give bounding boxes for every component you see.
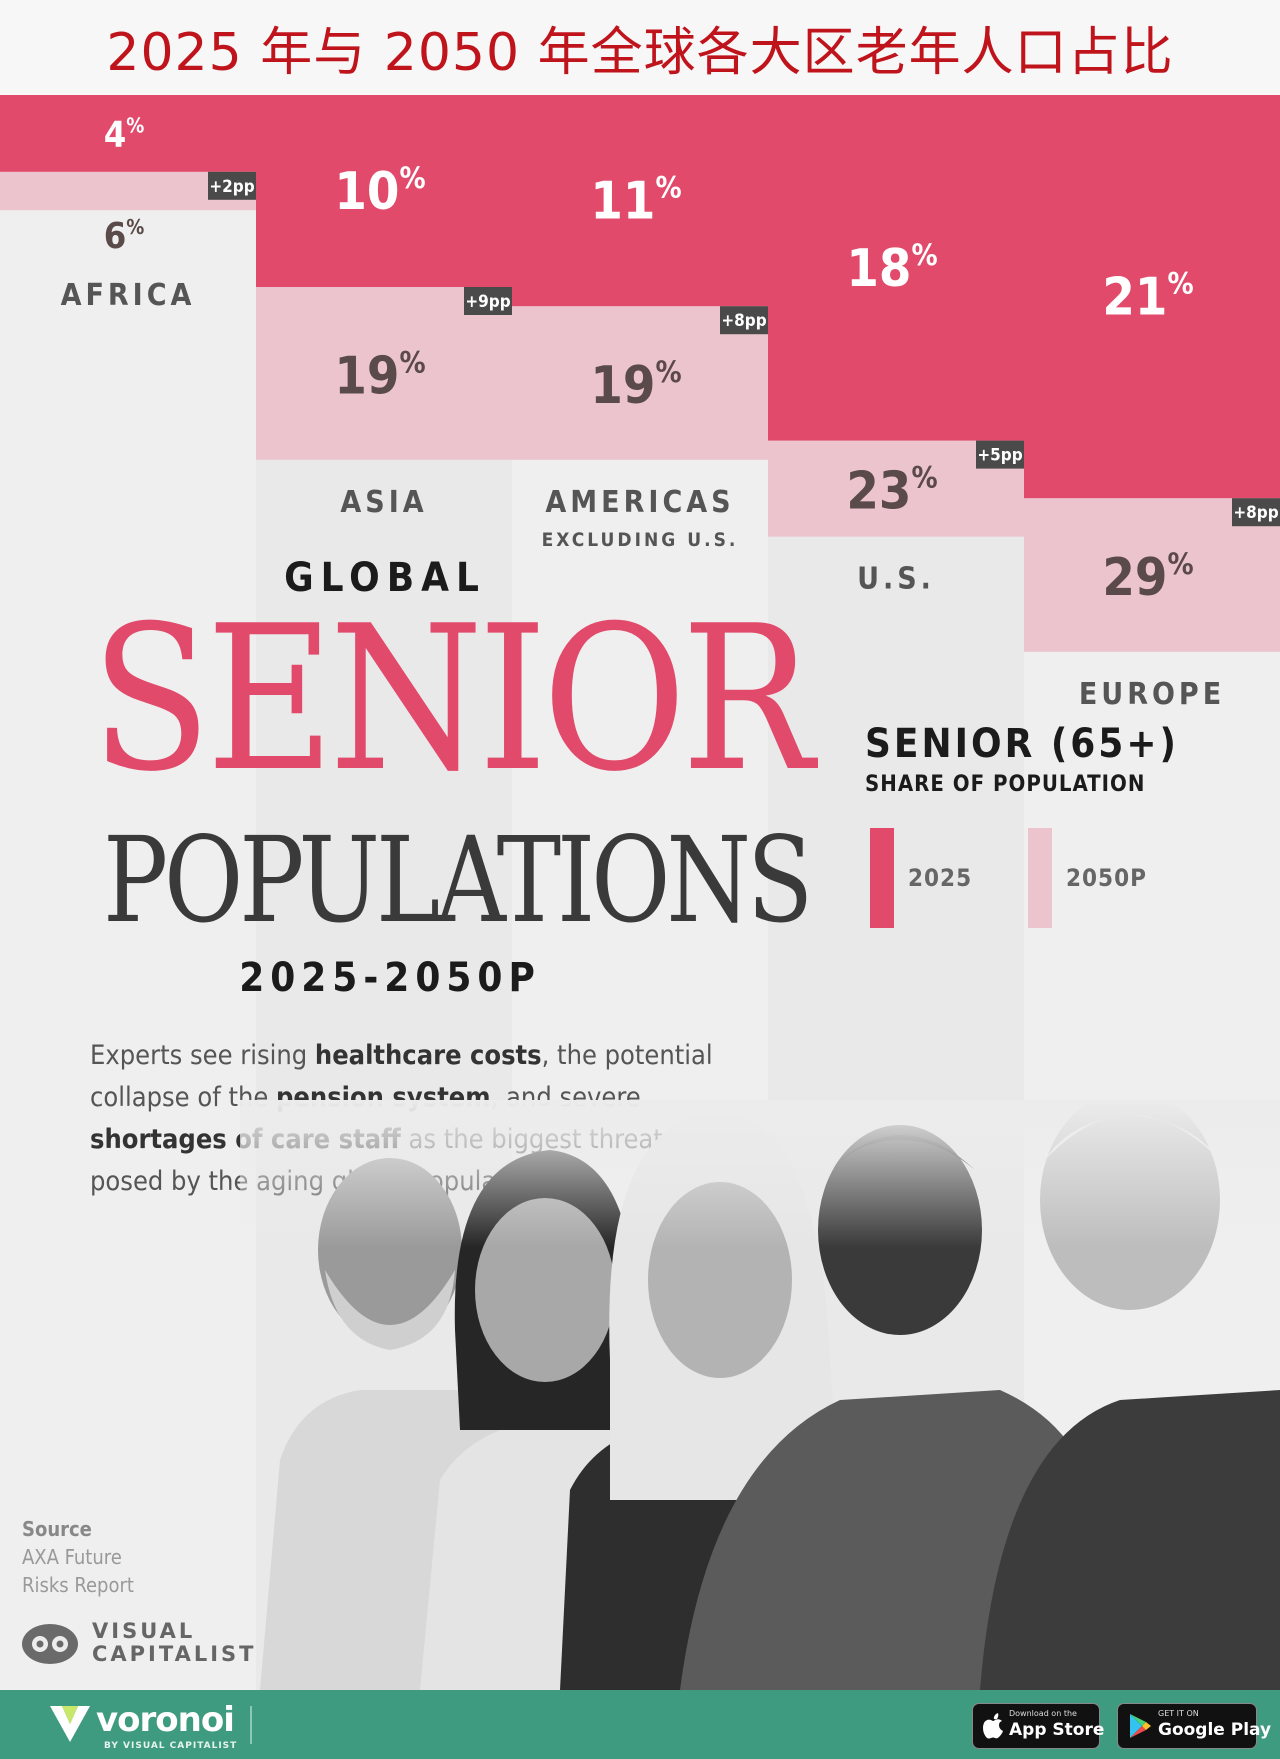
voronoi-subtitle: BY VISUAL CAPITALIST [104, 1741, 238, 1751]
source-line-1: AXA Future [22, 1545, 122, 1569]
brand-line-2: CAPITALIST [92, 1642, 257, 1666]
apple-icon [983, 1713, 1003, 1739]
change-label-1: +9pp [465, 292, 510, 312]
headline-kicker: GLOBAL [284, 555, 486, 601]
change-label-3: +5pp [977, 446, 1022, 466]
source-label: Source [22, 1517, 92, 1541]
legend: SENIOR (65+) SHARE OF POPULATION 2025 20… [865, 720, 1225, 928]
voronoi-v-icon [50, 1706, 90, 1742]
bar-2025-0 [0, 95, 256, 172]
bar-2025-4 [1024, 95, 1280, 499]
visual-capitalist-mark-icon [22, 1624, 78, 1664]
voronoi-logo[interactable]: voronoi BY VISUAL CAPITALIST [48, 1698, 248, 1753]
value-2025-0: 4% [104, 113, 145, 155]
value-2025-2: 11% [590, 171, 681, 232]
region-label-3: U.S. [857, 562, 935, 597]
legend-label-2050p: 2050P [1066, 864, 1147, 892]
legend-label-2025: 2025 [908, 864, 973, 892]
visual-capitalist-logo: VISUAL CAPITALIST [20, 1620, 260, 1670]
value-2050p-2: 19% [590, 355, 681, 416]
change-label-box-1 [464, 287, 512, 315]
brand-line-1: VISUAL [92, 1619, 196, 1643]
legend-title: SENIOR (65+) [865, 721, 1179, 767]
bar-2025-3 [768, 95, 1024, 441]
google-play-icon [1130, 1714, 1151, 1738]
description-emphasis: healthcare costs [314, 1040, 542, 1071]
value-2050p-3: 23% [846, 461, 937, 522]
legend-swatch-2050p [1028, 828, 1052, 928]
value-2025-3: 18% [846, 238, 937, 299]
google-play-button[interactable]: GET IT ON Google Play [1117, 1703, 1271, 1749]
region-label-1: ASIA [340, 485, 427, 520]
region-sublabel-2: EXCLUDING U.S. [542, 529, 739, 551]
footer-separator [250, 1706, 252, 1744]
page-title: 2025 年与 2050 年全球各大区老年人口占比 [106, 23, 1174, 83]
footer-bar: voronoi BY VISUAL CAPITALIST Download on… [0, 1690, 1280, 1759]
seniors-photo [240, 1100, 1280, 1690]
value-2050p-1: 19% [334, 345, 425, 406]
source-note: Source AXA Future Risks Report [22, 1515, 134, 1599]
top-title-banner: 2025 年与 2050 年全球各大区老年人口占比 [0, 0, 1280, 95]
change-label-4: +8pp [1233, 503, 1278, 523]
google-play-text: Google Play [1158, 1720, 1272, 1740]
region-label-0: AFRICA [61, 278, 196, 313]
headline-main: SENIOR [90, 583, 814, 816]
headline-years: 2025-2050P [239, 955, 541, 1001]
legend-swatch-2025 [870, 828, 894, 928]
bar-2050p-1 [256, 287, 512, 460]
change-label-0: +2pp [209, 177, 254, 197]
column-bg-0 [0, 95, 256, 1690]
google-play-small-text: GET IT ON [1158, 1709, 1199, 1718]
change-label-box-2 [720, 306, 768, 335]
change-label-box-3 [976, 440, 1024, 469]
legend-subtitle: SHARE OF POPULATION [865, 772, 1146, 797]
app-store-small-text: Download on the [1009, 1709, 1077, 1718]
value-2025-1: 10% [334, 161, 425, 222]
description-segment: , the potential collapse of the [90, 1040, 713, 1113]
change-label-box-4 [1232, 498, 1280, 527]
change-label-box-0 [208, 171, 256, 200]
value-2050p-4: 29% [1102, 547, 1193, 608]
bar-2025-2 [512, 95, 768, 307]
change-label-2: +8pp [721, 311, 766, 331]
source-line-2: Risks Report [22, 1573, 134, 1597]
region-label-2: AMERICAS [545, 485, 734, 520]
headline-secondary: POPULATIONS [103, 811, 813, 949]
bar-2025-1 [256, 95, 512, 287]
value-2025-4: 21% [1102, 267, 1193, 328]
value-2050p-0: 6% [104, 215, 145, 257]
voronoi-wordmark: voronoi [96, 1700, 235, 1740]
description-segment: Experts see rising [90, 1040, 315, 1071]
region-label-4: EUROPE [1079, 677, 1225, 712]
app-store-text: App Store [1009, 1720, 1105, 1740]
app-store-button[interactable]: Download on the App Store [972, 1703, 1104, 1749]
